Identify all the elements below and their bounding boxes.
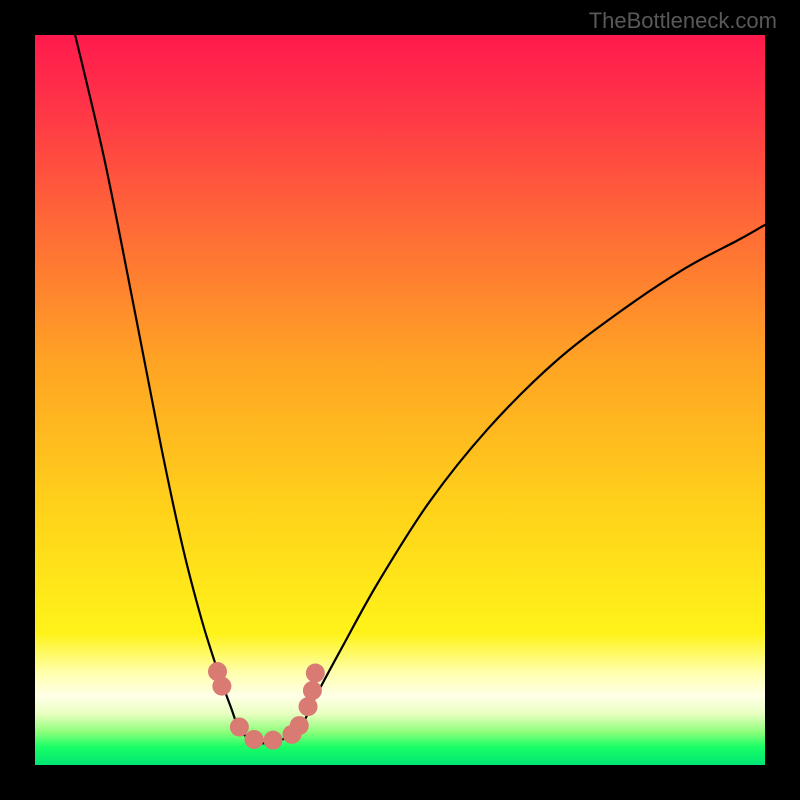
watermark-text: TheBottleneck.com <box>589 8 777 34</box>
chart-stage: TheBottleneck.com <box>0 0 800 800</box>
bottleneck-curve <box>75 35 765 743</box>
valley-marker <box>290 716 309 735</box>
valley-marker <box>306 664 325 683</box>
plot-area <box>35 35 765 765</box>
valley-marker <box>303 681 322 700</box>
curve-layer <box>35 35 765 765</box>
valley-marker <box>263 731 282 750</box>
valley-marker <box>212 677 231 696</box>
valley-marker <box>230 718 249 737</box>
valley-marker <box>299 697 318 716</box>
valley-marker <box>245 730 264 749</box>
